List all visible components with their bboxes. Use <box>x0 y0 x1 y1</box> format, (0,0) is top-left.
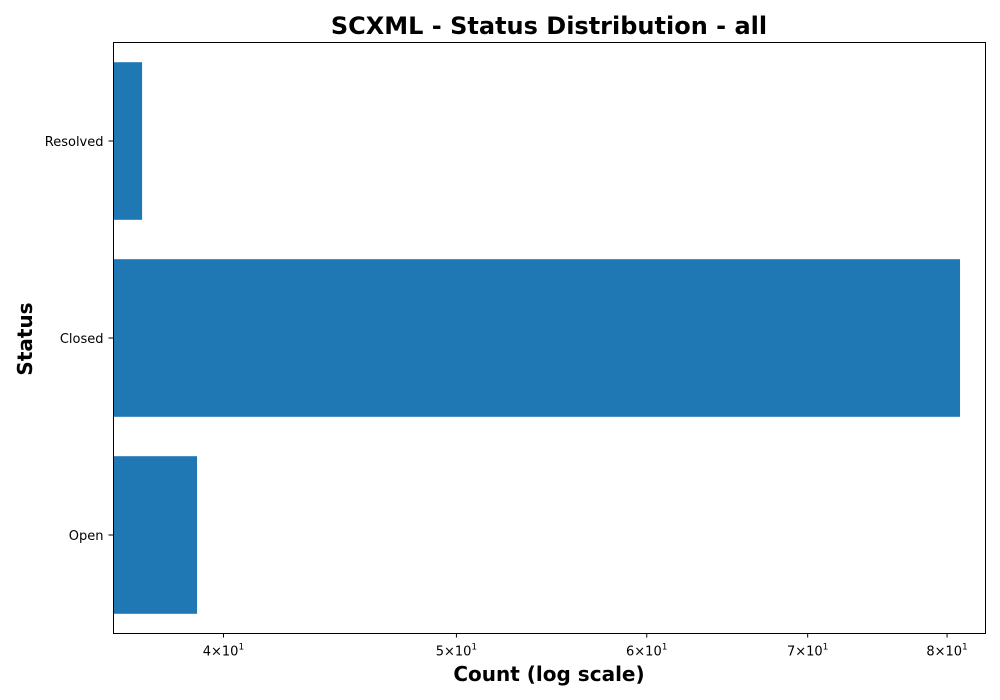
chart-title: SCXML - Status Distribution - all <box>331 12 767 40</box>
plot-frame <box>113 42 986 634</box>
x-tick-label: 4×101 <box>203 643 244 660</box>
x-tick-label: 6×101 <box>626 643 667 660</box>
y-tick-label: Resolved <box>45 135 104 150</box>
x-tick-label: 8×101 <box>926 643 967 660</box>
x-axis-ticks: 4×101 5×101 6×101 7×101 8×101 <box>203 633 968 660</box>
y-axis-ticks: Open Closed Resolved <box>45 135 114 544</box>
bar-resolved <box>113 62 143 220</box>
y-tick-label: Closed <box>60 332 104 347</box>
x-axis-label: Count (log scale) <box>453 662 644 686</box>
bar-open <box>113 456 198 614</box>
y-tick-label: Open <box>69 529 104 544</box>
bars-group <box>113 62 961 614</box>
bar-closed <box>113 259 961 417</box>
x-tick-label: 7×101 <box>787 643 828 660</box>
y-axis-label: Status <box>13 302 37 375</box>
x-tick-label: 5×101 <box>436 643 477 660</box>
